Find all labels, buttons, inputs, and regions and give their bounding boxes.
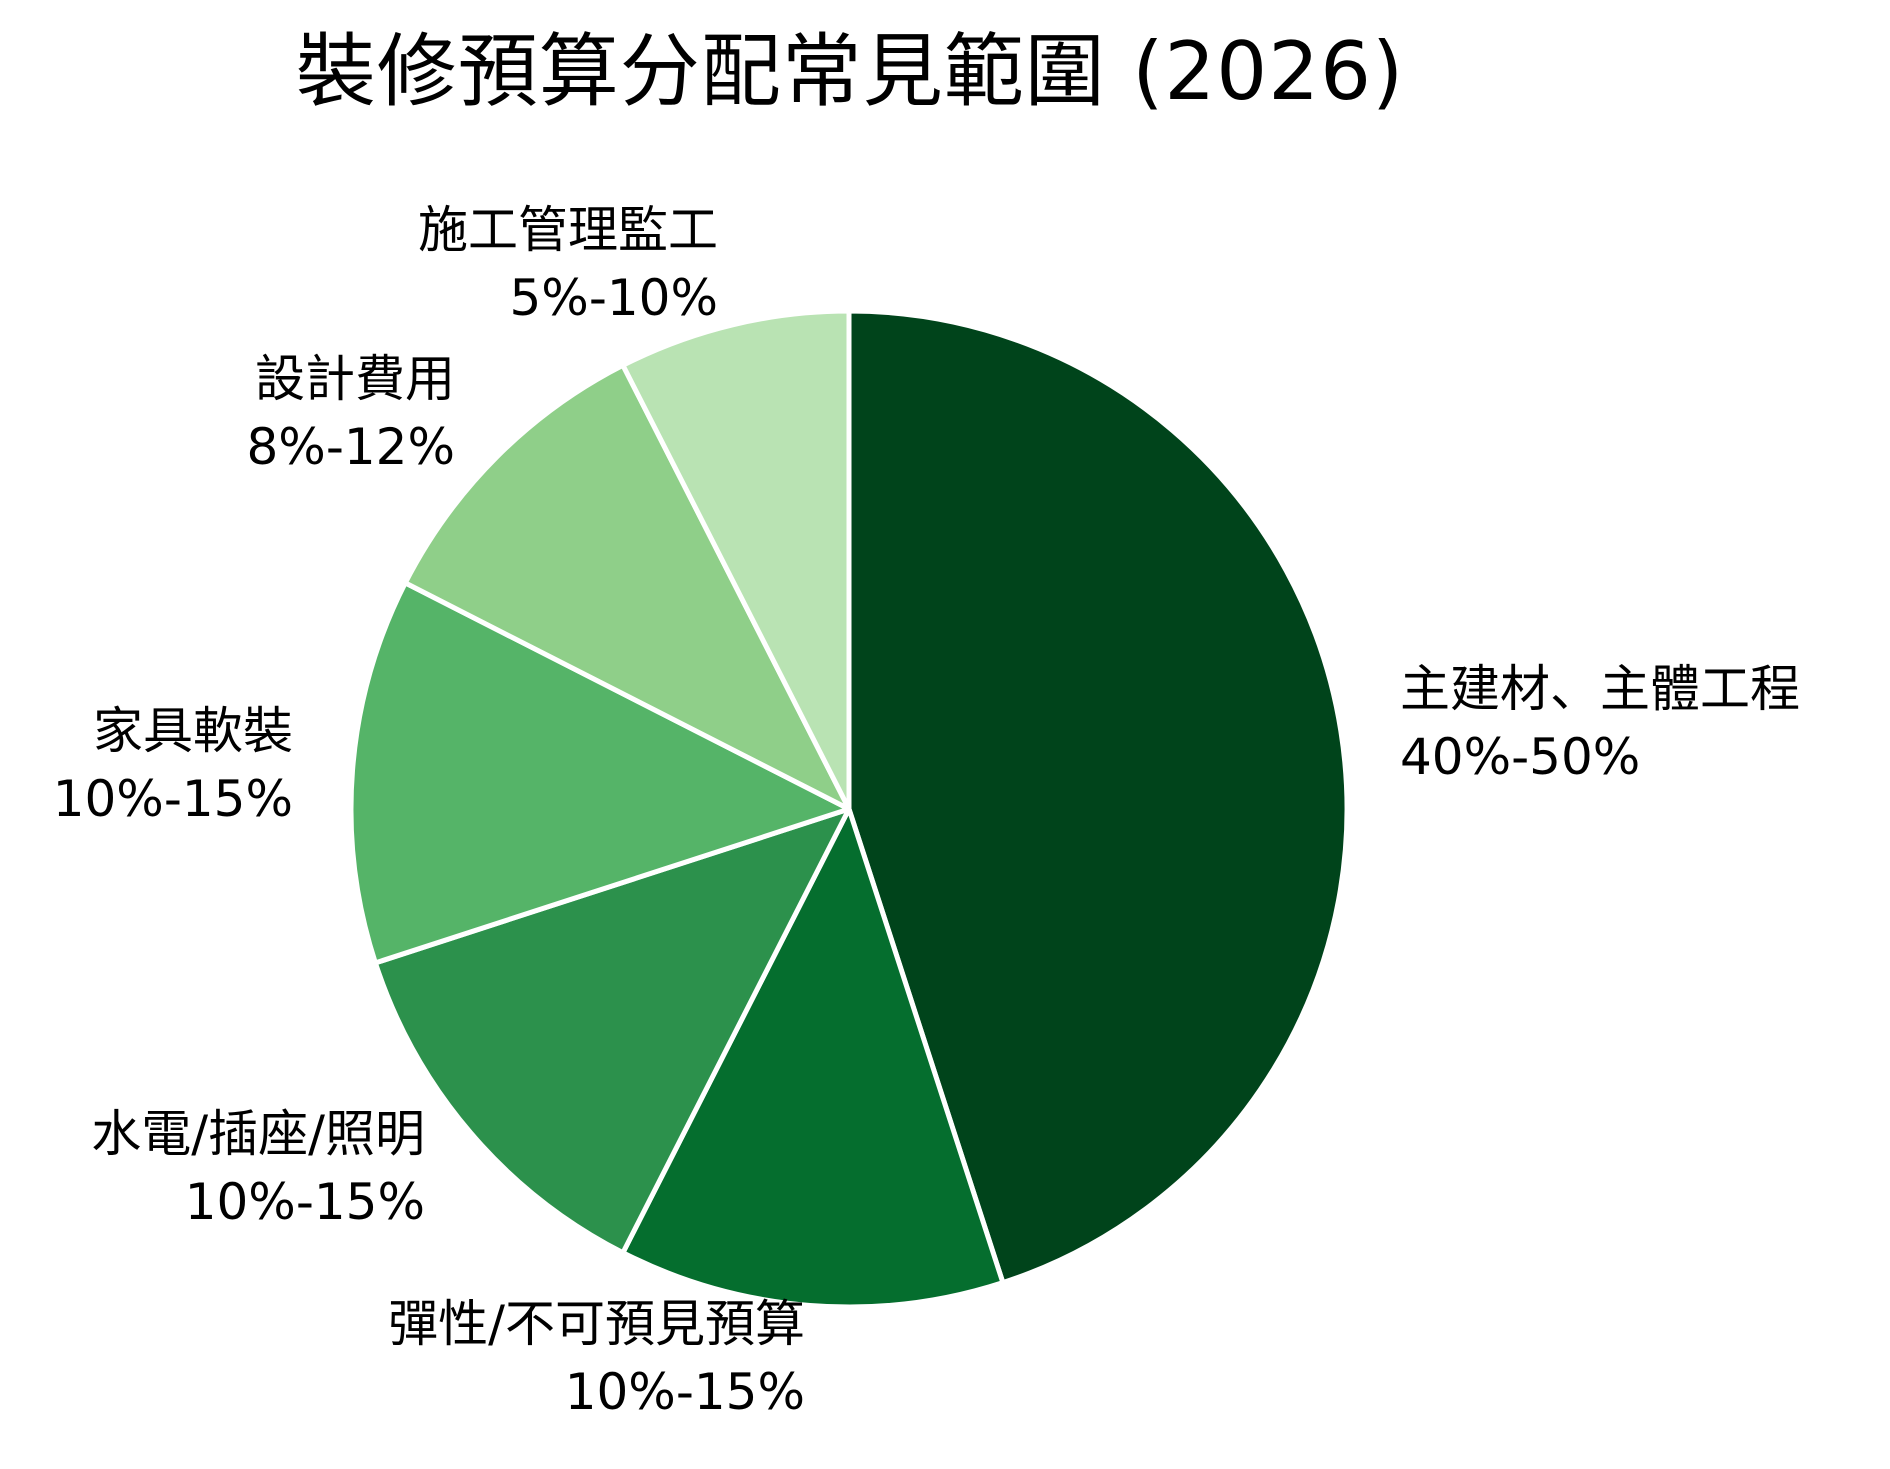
- label-main-construction: 主建材、主體工程 40%-50%: [1400, 655, 1800, 791]
- label-name: 彈性/不可預見預算: [388, 1295, 805, 1353]
- label-name: 家具軟裝: [93, 702, 293, 760]
- pie-slices: [348, 308, 1350, 1310]
- label-contingency: 彈性/不可預見預算 10%-15%: [388, 1290, 805, 1426]
- label-name: 水電/插座/照明: [91, 1105, 425, 1163]
- pie-slice: [372, 806, 852, 1256]
- pie-slice: [402, 362, 852, 812]
- label-name: 主建材、主體工程: [1400, 660, 1800, 718]
- label-range: 10%-15%: [52, 770, 293, 828]
- label-supervision: 施工管理監工 5%-10%: [418, 196, 718, 332]
- label-range: 10%-15%: [184, 1173, 425, 1231]
- label-range: 40%-50%: [1400, 728, 1641, 786]
- label-range: 5%-10%: [509, 269, 719, 327]
- label-furniture: 家具軟裝 10%-15%: [53, 697, 293, 833]
- label-range: 8%-12%: [246, 418, 456, 476]
- label-range: 10%-15%: [564, 1363, 805, 1421]
- pie-slice: [620, 806, 1006, 1310]
- pie-slice: [348, 580, 852, 966]
- chart-title: 裝修預算分配常見範圍 (2026): [295, 25, 1405, 118]
- pie-slice: [620, 308, 852, 812]
- label-design-fee: 設計費用 8%-12%: [247, 345, 456, 481]
- label-name: 設計費用: [255, 350, 455, 408]
- label-electrical: 水電/插座/照明 10%-15%: [91, 1100, 425, 1236]
- label-name: 施工管理監工: [418, 201, 718, 259]
- pie-slice: [846, 308, 1350, 1286]
